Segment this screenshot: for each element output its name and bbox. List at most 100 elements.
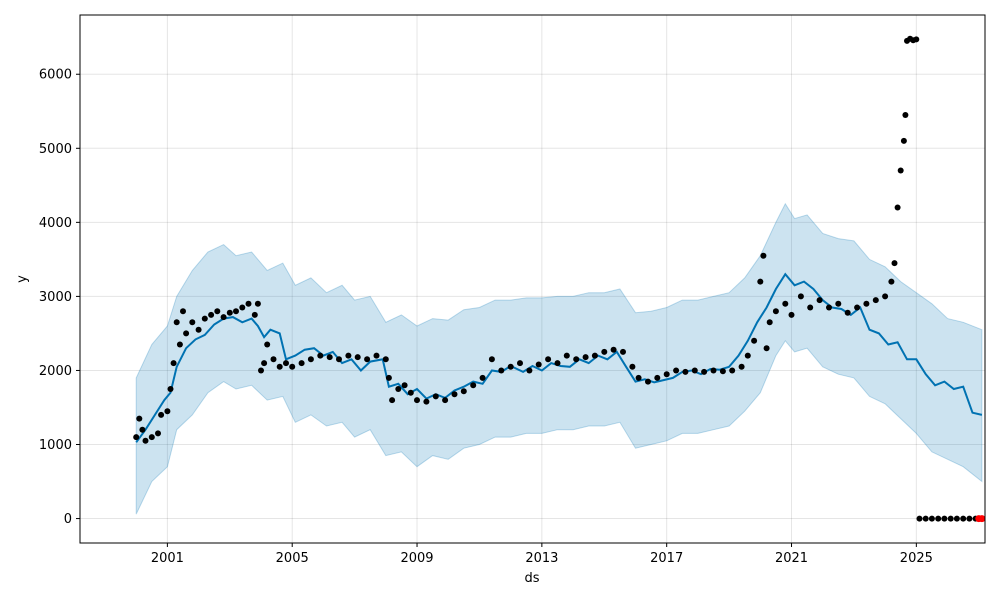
observation-point bbox=[601, 348, 608, 355]
observation-point bbox=[563, 352, 570, 359]
observation-point bbox=[254, 300, 261, 307]
x-axis-ticks: 2001 2005 2009 2013 2017 2021 2025 bbox=[151, 543, 933, 566]
x-tick-label: 2017 bbox=[650, 551, 683, 566]
observation-point bbox=[757, 278, 764, 285]
observation-points-layer bbox=[133, 35, 979, 522]
uncertainty-band-layer bbox=[135, 202, 983, 515]
observation-point bbox=[176, 341, 183, 348]
observation-point bbox=[208, 311, 215, 318]
x-tick-label: 2021 bbox=[775, 551, 808, 566]
observation-point bbox=[947, 515, 954, 522]
observation-point bbox=[766, 319, 773, 326]
observation-point bbox=[155, 430, 161, 437]
observation-point bbox=[673, 367, 680, 374]
observation-point bbox=[744, 352, 751, 359]
observation-point bbox=[863, 300, 870, 307]
observation-point bbox=[233, 308, 239, 315]
observation-point bbox=[902, 112, 909, 118]
observation-point bbox=[289, 363, 296, 370]
observation-point bbox=[170, 360, 177, 367]
observation-point bbox=[872, 297, 879, 304]
observation-point bbox=[451, 391, 458, 398]
observation-point bbox=[691, 367, 698, 374]
observation-point bbox=[835, 300, 842, 307]
observation-point bbox=[807, 304, 814, 311]
observation-point bbox=[201, 315, 208, 322]
observation-point bbox=[382, 356, 389, 363]
observation-point bbox=[900, 137, 907, 144]
observation-point bbox=[261, 360, 268, 367]
observation-point bbox=[258, 367, 264, 374]
observation-point bbox=[654, 374, 661, 381]
observation-point bbox=[139, 426, 146, 433]
observation-point bbox=[517, 360, 523, 367]
observation-point bbox=[960, 515, 967, 522]
observation-point bbox=[797, 293, 804, 300]
observation-point bbox=[307, 356, 314, 363]
observation-point bbox=[345, 352, 352, 359]
observation-point bbox=[167, 386, 174, 392]
observation-point bbox=[913, 36, 920, 43]
observation-point bbox=[645, 378, 651, 385]
observation-point bbox=[701, 368, 708, 375]
observation-point bbox=[760, 252, 767, 259]
observation-point bbox=[897, 167, 904, 174]
observation-point bbox=[423, 398, 430, 405]
observation-point bbox=[582, 354, 589, 361]
observation-point bbox=[498, 367, 505, 374]
y-tick-label: 4000 bbox=[39, 216, 72, 231]
observation-point bbox=[326, 354, 333, 361]
x-tick-label: 2001 bbox=[151, 551, 184, 566]
observation-point bbox=[173, 319, 180, 326]
observation-point bbox=[545, 356, 552, 363]
observation-point bbox=[442, 397, 449, 404]
observation-point bbox=[844, 309, 851, 316]
observation-point bbox=[710, 367, 717, 374]
observation-point bbox=[414, 397, 420, 404]
observation-point bbox=[941, 515, 948, 522]
observation-point bbox=[554, 360, 561, 367]
observation-point bbox=[935, 515, 942, 522]
uncertainty-band bbox=[135, 202, 983, 515]
plot-frame bbox=[79, 14, 986, 544]
observation-point bbox=[526, 367, 533, 374]
observation-point bbox=[164, 408, 171, 415]
observation-point bbox=[751, 337, 758, 344]
observation-point bbox=[888, 278, 895, 285]
observation-point bbox=[620, 348, 626, 355]
observation-point bbox=[953, 515, 960, 522]
observation-point bbox=[591, 352, 598, 359]
x-axis-title: ds bbox=[524, 571, 539, 586]
observation-point bbox=[479, 374, 486, 381]
observation-point bbox=[142, 437, 149, 444]
observation-point bbox=[488, 356, 495, 363]
highlighted-points-layer bbox=[975, 515, 986, 523]
y-tick-label: 5000 bbox=[39, 142, 72, 157]
observation-point bbox=[401, 382, 408, 389]
observation-point bbox=[364, 356, 371, 363]
observation-point bbox=[460, 388, 467, 395]
observation-point bbox=[180, 308, 186, 315]
y-axis-ticks: 0 1000 2000 3000 4000 5000 6000 bbox=[39, 68, 80, 527]
observation-point bbox=[389, 397, 396, 404]
observation-point bbox=[239, 304, 246, 311]
observation-point bbox=[195, 326, 202, 333]
observation-point bbox=[882, 293, 889, 300]
x-tick-label: 2025 bbox=[900, 551, 933, 566]
observation-point bbox=[136, 415, 143, 422]
observation-point bbox=[407, 389, 414, 396]
observation-point bbox=[183, 330, 190, 337]
x-tick-label: 2009 bbox=[400, 551, 433, 566]
y-tick-label: 2000 bbox=[39, 364, 72, 379]
observation-point bbox=[283, 360, 289, 367]
observation-point bbox=[432, 393, 439, 400]
observation-point bbox=[133, 434, 140, 441]
observation-point bbox=[610, 346, 617, 353]
observation-point bbox=[470, 382, 477, 389]
observation-point bbox=[214, 308, 221, 315]
observation-point bbox=[354, 354, 361, 361]
observation-point bbox=[816, 297, 823, 304]
observation-point bbox=[635, 374, 642, 381]
